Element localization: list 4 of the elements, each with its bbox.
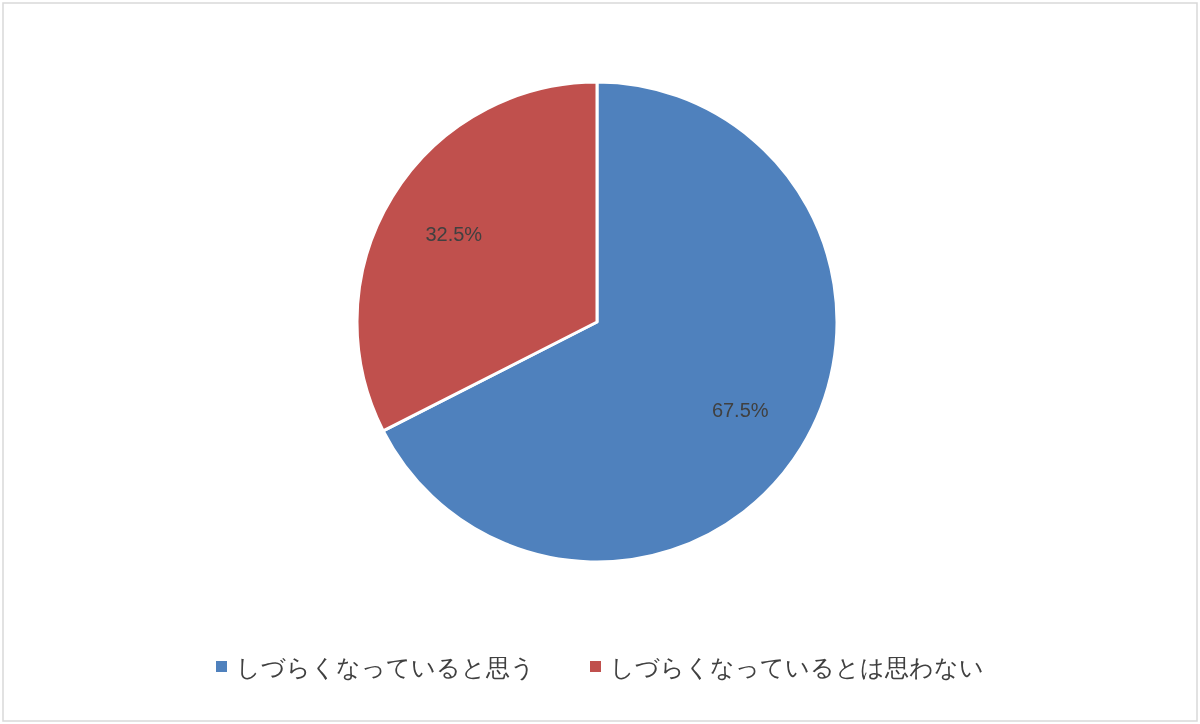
data-label: 67.5%	[711, 398, 769, 421]
legend-label: しづらくなっているとは思わない	[610, 653, 984, 681]
legend-label: しづらくなっていると思う	[236, 653, 535, 681]
data-label: 32.5%	[425, 223, 483, 246]
